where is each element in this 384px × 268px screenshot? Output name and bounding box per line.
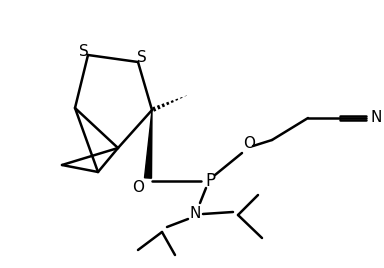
Text: O: O — [132, 181, 144, 195]
Text: S: S — [137, 50, 147, 65]
Polygon shape — [144, 110, 152, 178]
Text: O: O — [243, 136, 255, 151]
Text: S: S — [79, 43, 89, 58]
Text: N: N — [189, 206, 201, 221]
Text: P: P — [205, 172, 215, 190]
Text: N: N — [370, 110, 382, 125]
